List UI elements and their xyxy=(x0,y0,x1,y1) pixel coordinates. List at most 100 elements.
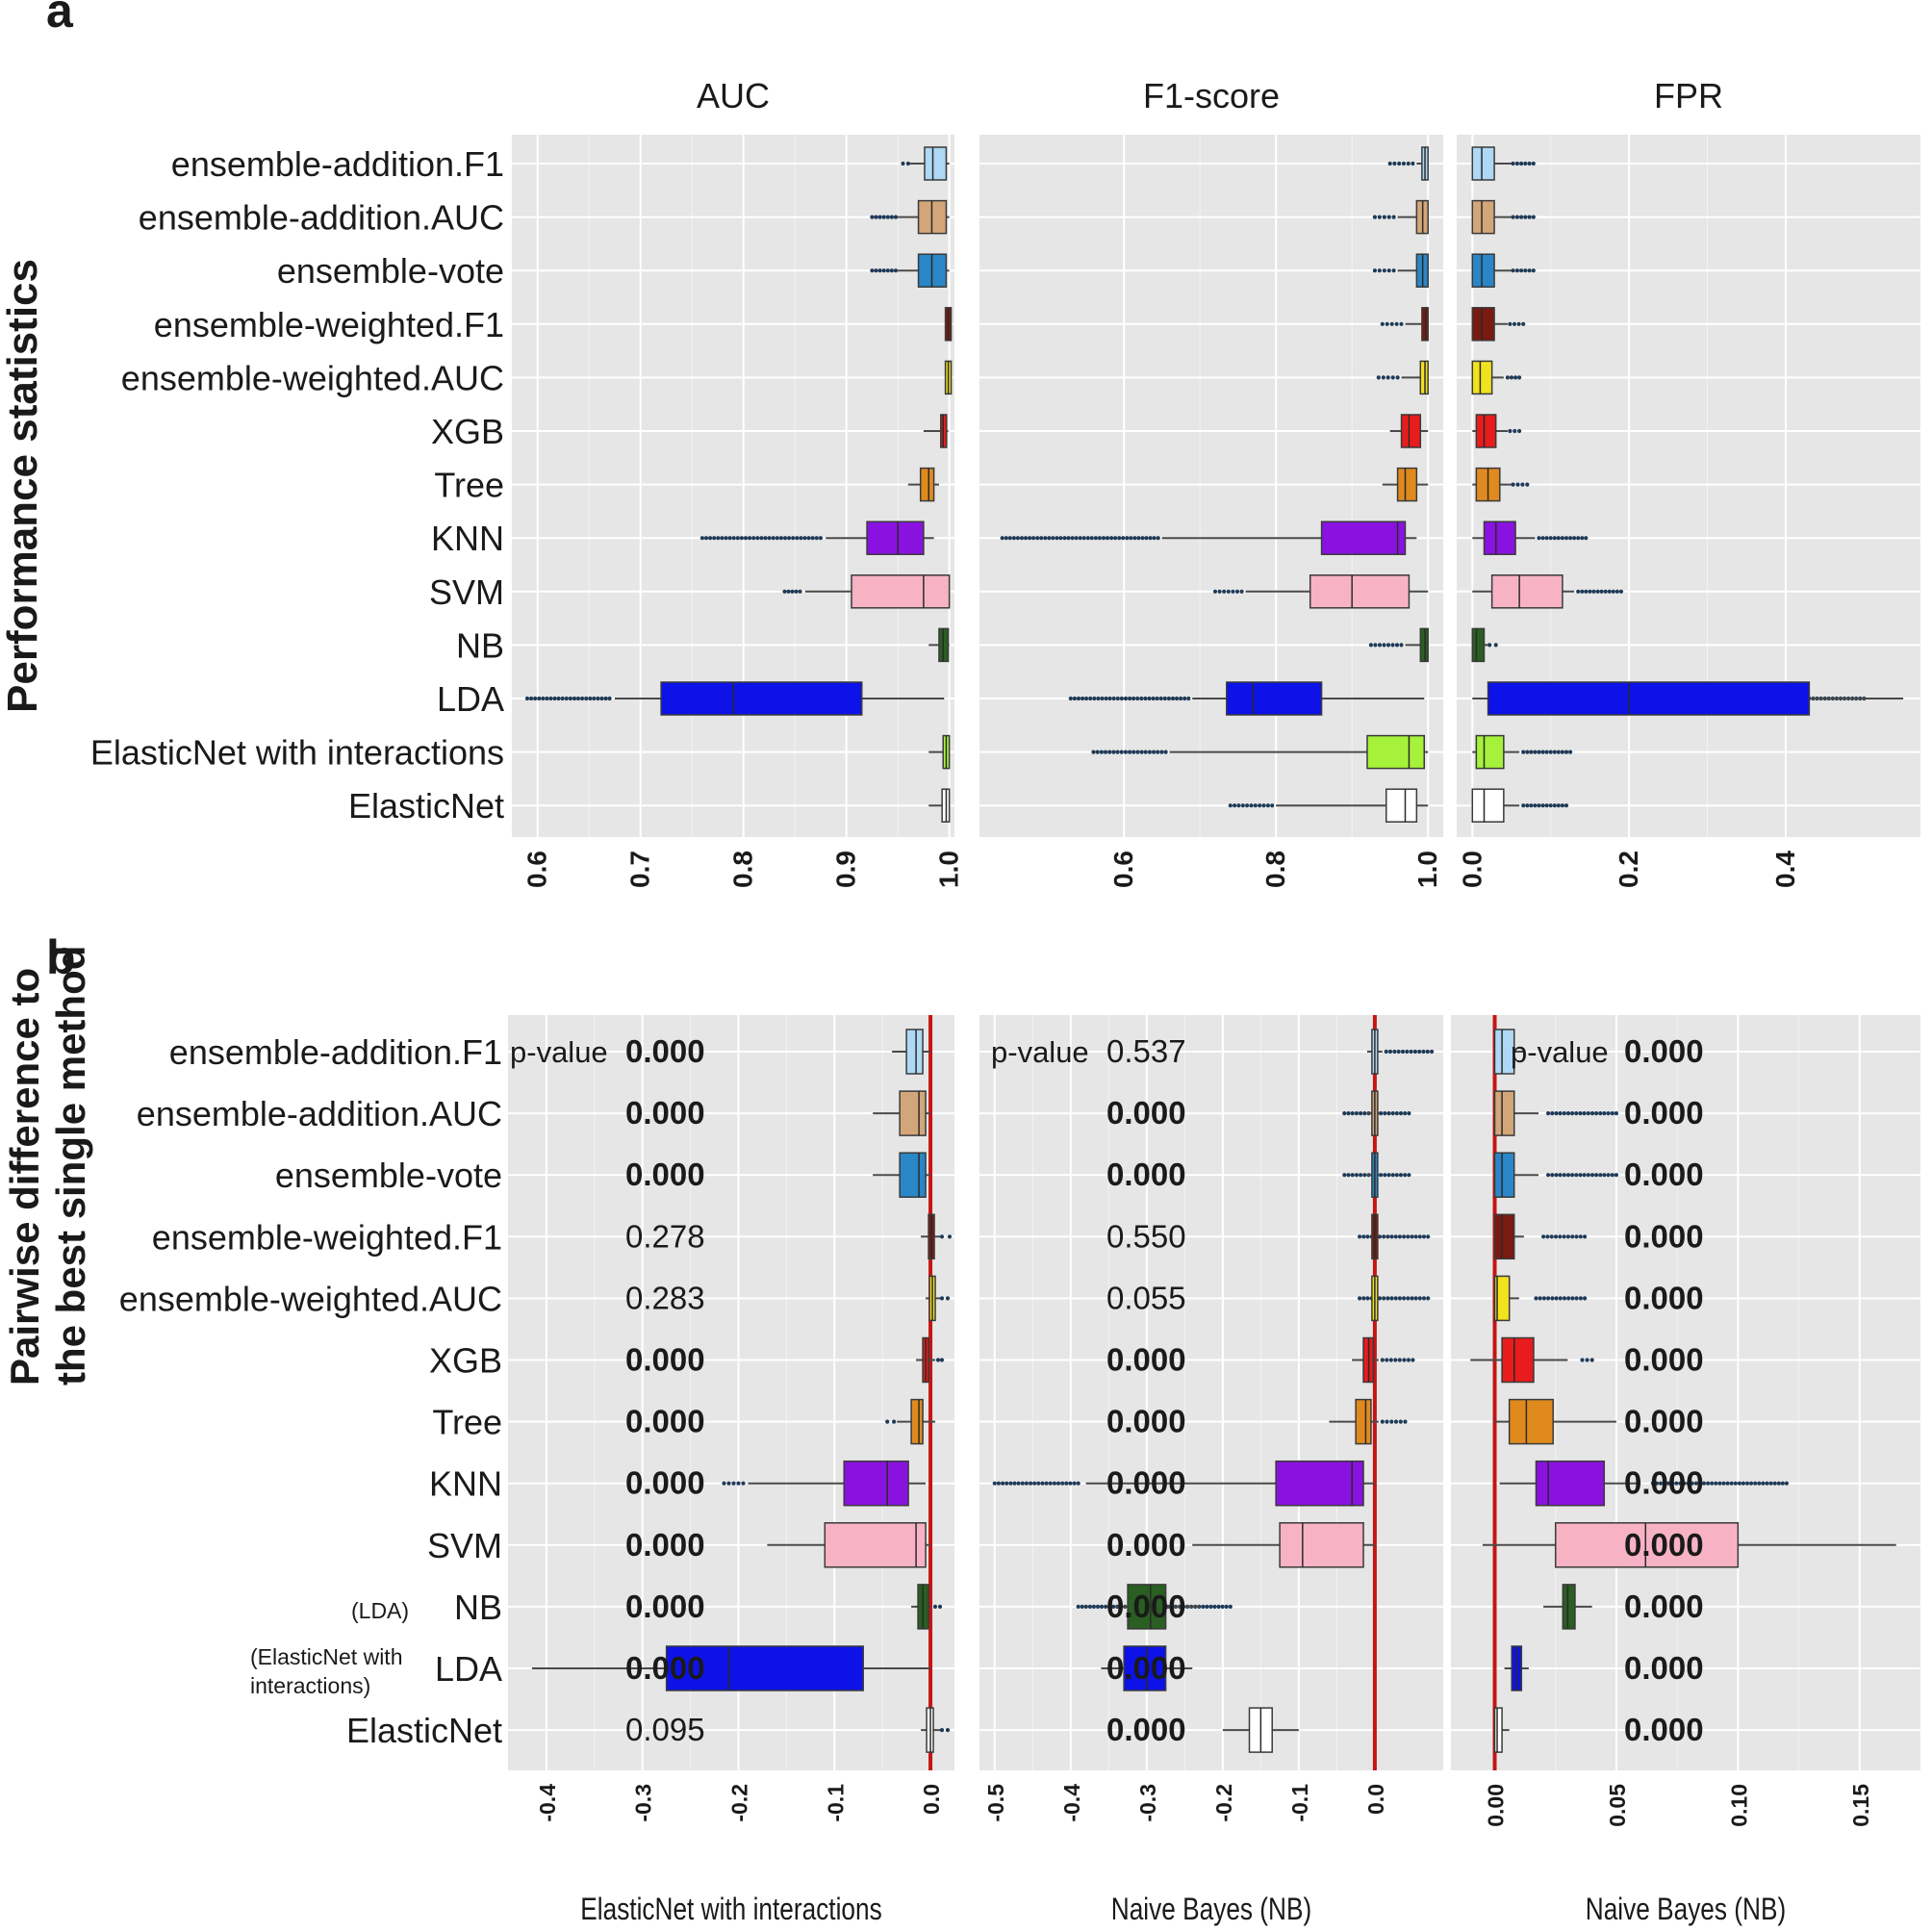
outlier-point xyxy=(1162,696,1167,701)
outliers-ensemble-vote xyxy=(1372,268,1396,273)
box-ensemble-weighted-auc xyxy=(1358,1275,1431,1322)
x-axis-title: Naive Bayes (NB) xyxy=(1111,1894,1311,1927)
outlier-point xyxy=(1372,215,1377,219)
iqr-box-ensemble-vote xyxy=(1471,253,1495,288)
outlier-point xyxy=(1505,375,1510,380)
box-ensemble-vote xyxy=(1342,1152,1411,1198)
outlier-point xyxy=(945,1296,951,1301)
outlier-point xyxy=(1361,1234,1366,1239)
outlier-point xyxy=(1398,1173,1404,1178)
facet-background xyxy=(979,135,1443,837)
outlier-point xyxy=(1580,589,1585,594)
outlier-point xyxy=(1132,536,1137,541)
outlier-point xyxy=(1399,321,1404,326)
box-nb xyxy=(928,627,950,663)
outlier-point xyxy=(905,161,911,166)
outlier-point xyxy=(1386,268,1391,273)
outliers-lda xyxy=(524,696,612,701)
outlier-point xyxy=(782,536,788,541)
outlier-point xyxy=(1372,268,1377,273)
method-label-elasticnet: ElasticNet xyxy=(348,786,504,826)
outlier-point xyxy=(1589,1173,1595,1178)
outlier-point xyxy=(1055,1481,1061,1486)
facet-diff-2 xyxy=(979,1015,1443,1770)
x-tick-label: 0.0 xyxy=(1457,851,1487,888)
outlier-point xyxy=(1224,1604,1229,1609)
outlier-point xyxy=(743,536,749,541)
outlier-point xyxy=(1390,643,1395,648)
outlier-point xyxy=(1574,1296,1579,1301)
outlier-point xyxy=(1541,1234,1546,1239)
outlier-point xyxy=(1780,1481,1785,1486)
outlier-point xyxy=(1403,1419,1408,1424)
outlier-point xyxy=(1570,1296,1575,1301)
box-tree xyxy=(907,467,939,502)
x-tick-label: 0.7 xyxy=(625,851,655,888)
box-tree xyxy=(885,1398,936,1445)
outlier-point xyxy=(1048,1481,1053,1486)
box-elasticnet xyxy=(1471,788,1569,823)
outlier-point xyxy=(1245,803,1250,808)
outlier-point xyxy=(1411,161,1415,166)
outlier-point xyxy=(755,536,760,541)
box-elasticnet-with-interactions xyxy=(1091,734,1429,770)
outlier-point xyxy=(1100,696,1105,701)
box-ensemble-addition-auc xyxy=(1342,1090,1411,1136)
p-value: 0.000 xyxy=(1624,1157,1704,1192)
outlier-point xyxy=(1765,1481,1769,1486)
outlier-point xyxy=(881,268,886,273)
outlier-point xyxy=(1544,536,1549,541)
outlier-point xyxy=(1549,1234,1554,1239)
p-value: 0.000 xyxy=(1106,1342,1186,1378)
outlier-point xyxy=(1111,1604,1116,1609)
outliers-ensemble-vote xyxy=(870,268,899,273)
outliers-svm xyxy=(1212,589,1244,594)
outlier-point xyxy=(751,536,756,541)
iqr-box-svm xyxy=(1490,574,1563,609)
outlier-point xyxy=(996,1481,1001,1486)
outlier-point xyxy=(1228,803,1233,808)
outliers-ensemble-weighted-auc xyxy=(1358,1296,1431,1301)
outlier-point xyxy=(1697,1481,1702,1486)
outlier-point xyxy=(1554,1173,1559,1178)
outlier-point xyxy=(1562,1111,1566,1116)
outlier-point xyxy=(1084,696,1089,701)
method-label-knn: KNN xyxy=(429,1464,502,1504)
outlier-point xyxy=(1136,536,1141,541)
outlier-point xyxy=(794,589,799,594)
iqr-box-ensemble-weighted-auc xyxy=(1471,360,1493,395)
outlier-point xyxy=(1654,1481,1660,1486)
outlier-point xyxy=(537,696,542,701)
outlier-point xyxy=(716,536,721,541)
outlier-point xyxy=(889,268,895,273)
outlier-point xyxy=(1129,536,1133,541)
outlier-point xyxy=(1004,1481,1009,1486)
method-label-ensemble-weighted-f1: ensemble-weighted.F1 xyxy=(154,305,504,344)
box-nb xyxy=(1076,1584,1233,1630)
p-value: 0.000 xyxy=(625,1095,705,1131)
outlier-point xyxy=(945,1728,951,1733)
outlier-point xyxy=(1139,696,1144,701)
outlier-point xyxy=(1560,803,1564,808)
iqr-box-nb xyxy=(1471,627,1486,663)
outliers-xgb xyxy=(1508,428,1522,434)
p-value: 0.000 xyxy=(1106,1650,1186,1686)
outlier-point xyxy=(1398,1111,1404,1116)
outlier-point xyxy=(603,696,608,701)
box-svm xyxy=(782,574,951,609)
iqr-box-ensemble-addition-f1 xyxy=(924,146,948,181)
iqr-box-xgb xyxy=(1400,414,1422,448)
outlier-point xyxy=(1690,1481,1694,1486)
outlier-point xyxy=(1231,589,1235,594)
box-ensemble-vote xyxy=(873,1152,931,1198)
outlier-point xyxy=(1394,1173,1399,1178)
outlier-point xyxy=(1387,161,1392,166)
outlier-point xyxy=(1583,1296,1588,1301)
outlier-point xyxy=(1515,482,1520,487)
outliers-knn xyxy=(1000,536,1160,541)
iqr-box-lda xyxy=(1123,1645,1167,1691)
x-axis-title: ElasticNet with interactions xyxy=(580,1894,881,1927)
outlier-point xyxy=(592,696,597,701)
outlier-point xyxy=(1402,1296,1407,1301)
outlier-point xyxy=(1586,1173,1590,1178)
